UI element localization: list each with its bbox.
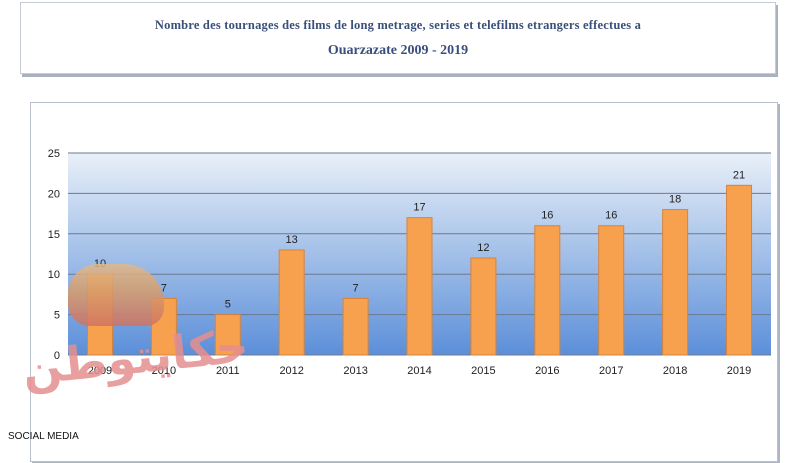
y-tick-label: 20 (48, 188, 60, 200)
data-label: 21 (733, 169, 745, 181)
chart-title-line1: Nombre des tournages des films de long m… (154, 17, 642, 32)
data-label: 12 (477, 242, 489, 254)
data-label: 16 (605, 210, 617, 222)
x-tick-label: 2014 (407, 365, 431, 377)
x-tick-label: 2016 (535, 365, 559, 377)
bar (342, 297, 369, 356)
bar (278, 249, 305, 356)
bar (534, 225, 561, 356)
y-tick-label: 25 (48, 148, 60, 160)
x-tick-label: 2012 (279, 365, 303, 377)
bar (598, 225, 625, 356)
x-tick-label: 2011 (216, 365, 240, 377)
data-label: 7 (353, 282, 359, 294)
data-label: 17 (413, 202, 425, 214)
y-tick-label: 5 (54, 310, 60, 322)
bar (726, 184, 753, 356)
bar (406, 217, 433, 356)
chart-title-box: Nombre des tournages des films de long m… (20, 2, 776, 74)
x-tick-label: 2015 (471, 365, 495, 377)
data-label: 5 (225, 299, 231, 311)
x-tick-label: 2013 (343, 365, 367, 377)
x-tick-label: 2017 (599, 365, 623, 377)
y-tick-label: 10 (48, 269, 60, 281)
bar (470, 257, 497, 356)
data-label: 16 (541, 210, 553, 222)
watermark-logo-icon (68, 264, 164, 326)
data-label: 13 (286, 234, 298, 246)
y-tick-label: 15 (48, 229, 60, 241)
x-tick-label: 2009 (88, 365, 112, 377)
x-tick-label: 2018 (663, 365, 687, 377)
data-label: 18 (669, 194, 681, 206)
chart-title-line2: Ouarzazate 2009 - 2019 (327, 42, 469, 58)
x-tick-label: 2019 (727, 365, 751, 377)
footer-label: SOCIAL MEDIA (8, 431, 79, 442)
data-label: 7 (161, 282, 167, 294)
bar (214, 314, 241, 356)
bar (662, 209, 689, 356)
x-tick-label: 2010 (152, 365, 176, 377)
y-tick-label: 0 (54, 350, 60, 362)
